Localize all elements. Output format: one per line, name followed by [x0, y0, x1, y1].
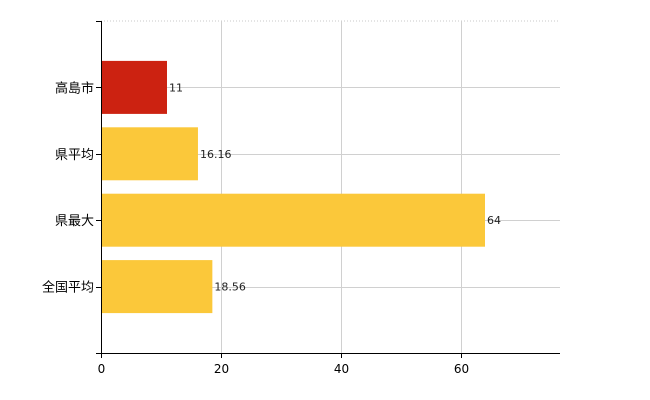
x-tick-label-3: 60	[454, 362, 469, 376]
bar-series	[101, 60, 485, 314]
bar-3	[101, 260, 213, 314]
category-label-2: 県最大	[55, 214, 94, 229]
value-label-1: 16.16	[200, 148, 232, 161]
x-tick-label-1: 20	[214, 362, 229, 376]
bar-1	[101, 127, 198, 181]
category-label-1: 県平均	[55, 148, 94, 163]
axes	[96, 21, 560, 358]
value-label-0: 11	[169, 81, 183, 94]
category-label-3: 全国平均	[42, 280, 94, 296]
value-label-2: 64	[487, 214, 501, 227]
x-tick-label-2: 40	[334, 362, 349, 376]
value-label-3: 18.56	[214, 281, 246, 294]
bar-0	[101, 60, 167, 114]
x-tick-label-0: 0	[98, 362, 106, 376]
category-label-0: 高島市	[55, 80, 94, 96]
bar-2	[101, 193, 485, 247]
